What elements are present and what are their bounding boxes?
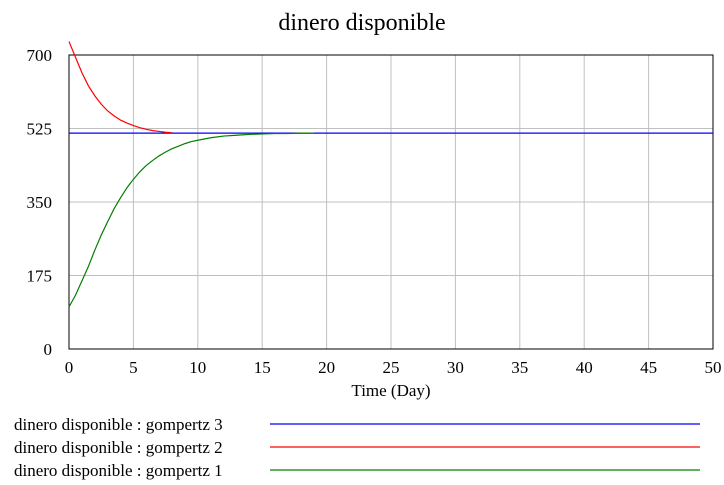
y-tick-label: 0	[44, 340, 53, 359]
x-axis-ticks: 0 5 10 15 20 25 30 35 40 45 50	[65, 358, 722, 377]
y-tick-label: 175	[27, 267, 53, 286]
x-tick-label: 40	[576, 358, 593, 377]
y-axis-ticks: 0 175 350 525 700	[27, 46, 53, 359]
series-line-3	[68, 132, 314, 308]
grid	[68, 54, 714, 350]
x-tick-label: 45	[640, 358, 657, 377]
x-tick-label: 20	[318, 358, 335, 377]
x-tick-label: 35	[511, 358, 528, 377]
y-tick-label: 700	[27, 46, 53, 65]
x-tick-label: 15	[254, 358, 271, 377]
legend-label-2: dinero disponible : gompertz 2	[14, 438, 223, 457]
legend: dinero disponible : gompertz 3 dinero dis…	[14, 415, 700, 480]
x-tick-label: 50	[705, 358, 722, 377]
legend-label-1: dinero disponible : gompertz 3	[14, 415, 223, 434]
x-tick-label: 0	[65, 358, 74, 377]
series-lines	[68, 41, 713, 308]
x-tick-label: 30	[447, 358, 464, 377]
legend-label-3: dinero disponible : gompertz 1	[14, 461, 223, 480]
chart-title: dinero disponible	[278, 10, 445, 36]
y-tick-label: 350	[27, 193, 53, 212]
x-tick-label: 10	[189, 358, 206, 377]
x-tick-label: 25	[383, 358, 400, 377]
series-line-2	[68, 41, 173, 134]
y-tick-label: 525	[27, 120, 53, 139]
x-axis-title: Time (Day)	[351, 381, 430, 400]
plot-area-frame	[68, 54, 714, 350]
x-tick-label: 5	[129, 358, 138, 377]
